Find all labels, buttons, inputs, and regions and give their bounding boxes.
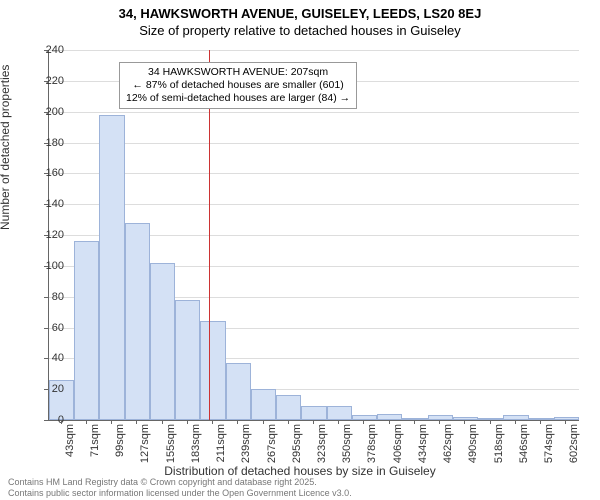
y-tick-mark bbox=[44, 204, 48, 205]
histogram-bar bbox=[125, 223, 150, 420]
x-tick-mark bbox=[288, 420, 289, 424]
y-tick-mark bbox=[44, 266, 48, 267]
y-tick-mark bbox=[44, 420, 48, 421]
x-tick-mark bbox=[540, 420, 541, 424]
histogram-bar bbox=[301, 406, 326, 420]
x-tick-mark bbox=[565, 420, 566, 424]
x-tick-mark bbox=[86, 420, 87, 424]
x-tick-mark bbox=[212, 420, 213, 424]
x-tick-mark bbox=[490, 420, 491, 424]
y-tick-mark bbox=[44, 50, 48, 51]
x-tick-mark bbox=[263, 420, 264, 424]
histogram-bar bbox=[503, 415, 528, 420]
y-tick-mark bbox=[44, 297, 48, 298]
x-axis-label: Distribution of detached houses by size … bbox=[0, 464, 600, 478]
x-tick-mark bbox=[111, 420, 112, 424]
annotation-line3: 12% of semi-detached houses are larger (… bbox=[126, 92, 350, 105]
annotation-line1: 34 HAWKSWORTH AVENUE: 207sqm bbox=[126, 66, 350, 79]
y-tick-mark bbox=[44, 389, 48, 390]
x-tick-mark bbox=[313, 420, 314, 424]
annotation-line2: ← 87% of detached houses are smaller (60… bbox=[126, 79, 350, 92]
histogram-bar bbox=[276, 395, 301, 420]
y-tick-mark bbox=[44, 235, 48, 236]
x-tick-mark bbox=[464, 420, 465, 424]
histogram-bar bbox=[478, 418, 503, 420]
x-tick-mark bbox=[187, 420, 188, 424]
x-tick-mark bbox=[136, 420, 137, 424]
grid-line bbox=[49, 204, 579, 205]
x-tick-mark bbox=[515, 420, 516, 424]
x-tick-mark bbox=[363, 420, 364, 424]
x-tick-mark bbox=[439, 420, 440, 424]
histogram-bar bbox=[175, 300, 200, 420]
footer-credits: Contains HM Land Registry data © Crown c… bbox=[8, 477, 352, 498]
annotation-box: 34 HAWKSWORTH AVENUE: 207sqm ← 87% of de… bbox=[119, 62, 357, 109]
chart-container: 34, HAWKSWORTH AVENUE, GUISELEY, LEEDS, … bbox=[0, 0, 600, 500]
y-tick-mark bbox=[44, 358, 48, 359]
y-tick-mark bbox=[44, 173, 48, 174]
plot-area: 34 HAWKSWORTH AVENUE: 207sqm ← 87% of de… bbox=[48, 50, 579, 421]
x-tick-mark bbox=[389, 420, 390, 424]
y-tick-mark bbox=[44, 81, 48, 82]
histogram-bar bbox=[402, 418, 427, 420]
histogram-bar bbox=[74, 241, 99, 420]
grid-line bbox=[49, 112, 579, 113]
histogram-bar bbox=[99, 115, 124, 420]
y-tick-mark bbox=[44, 328, 48, 329]
chart-title-main: 34, HAWKSWORTH AVENUE, GUISELEY, LEEDS, … bbox=[0, 0, 600, 21]
chart-title-sub: Size of property relative to detached ho… bbox=[0, 21, 600, 38]
footer-line1: Contains HM Land Registry data © Crown c… bbox=[8, 477, 352, 487]
histogram-bar bbox=[251, 389, 276, 420]
x-tick-mark bbox=[162, 420, 163, 424]
x-tick-mark bbox=[414, 420, 415, 424]
grid-line bbox=[49, 143, 579, 144]
x-tick-mark bbox=[61, 420, 62, 424]
histogram-bar bbox=[377, 414, 402, 420]
histogram-bar bbox=[226, 363, 251, 420]
histogram-bar bbox=[200, 321, 225, 420]
footer-line2: Contains public sector information licen… bbox=[8, 488, 352, 498]
x-tick-mark bbox=[338, 420, 339, 424]
y-tick-mark bbox=[44, 143, 48, 144]
grid-line bbox=[49, 173, 579, 174]
x-tick-mark bbox=[237, 420, 238, 424]
histogram-bar bbox=[327, 406, 352, 420]
histogram-bar bbox=[150, 263, 175, 420]
y-axis-label: Number of detached properties bbox=[0, 65, 12, 230]
y-tick-mark bbox=[44, 112, 48, 113]
grid-line bbox=[49, 50, 579, 51]
